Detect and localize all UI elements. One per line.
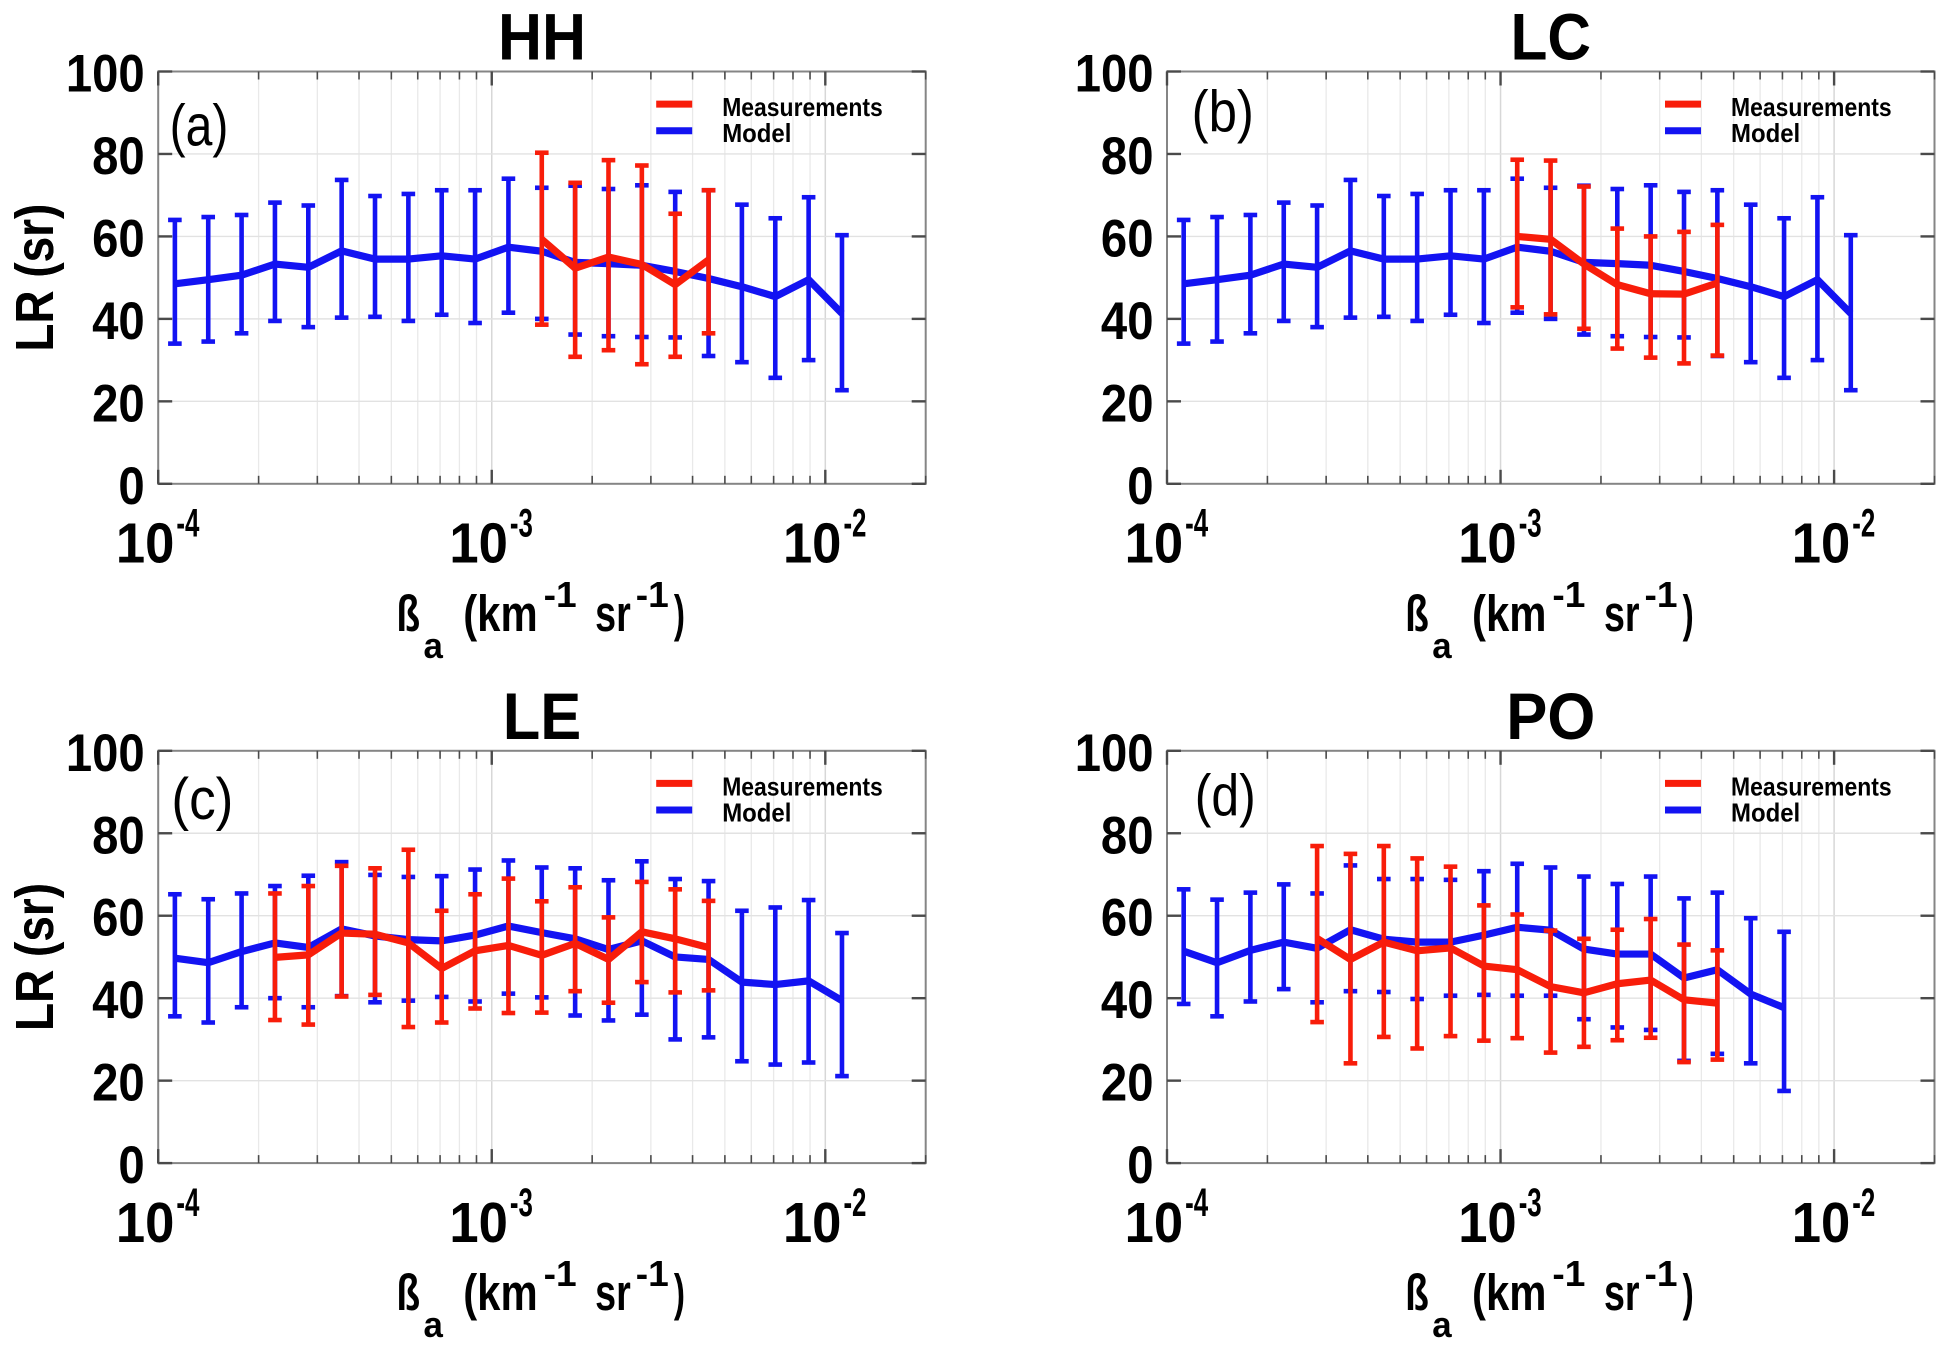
svg-text:60: 60 xyxy=(1101,209,1154,268)
svg-text:-4: -4 xyxy=(176,1181,199,1225)
svg-text:LR (sr): LR (sr) xyxy=(5,883,65,1031)
svg-text:sr: sr xyxy=(1604,1264,1640,1321)
svg-text:Measurements: Measurements xyxy=(722,772,883,802)
svg-text:10: 10 xyxy=(1792,512,1851,576)
svg-text:10: 10 xyxy=(783,1191,842,1255)
svg-text:ß: ß xyxy=(396,1264,420,1321)
svg-text:-3: -3 xyxy=(1519,1181,1542,1225)
svg-text:-2: -2 xyxy=(843,1181,866,1225)
svg-text:10: 10 xyxy=(1125,512,1184,576)
svg-text:a: a xyxy=(1432,625,1452,666)
svg-text:60: 60 xyxy=(92,209,145,268)
svg-text:ß: ß xyxy=(396,585,420,642)
svg-text:-1: -1 xyxy=(636,1253,669,1294)
svg-text:): ) xyxy=(674,1264,685,1321)
svg-text:Measurements: Measurements xyxy=(1731,772,1892,802)
svg-text:ß: ß xyxy=(1405,585,1429,642)
svg-text:100: 100 xyxy=(66,724,145,783)
svg-text:(km: (km xyxy=(463,585,537,642)
svg-text:sr: sr xyxy=(595,1264,631,1321)
svg-text:sr: sr xyxy=(595,585,631,642)
svg-text:a: a xyxy=(423,1304,443,1345)
svg-text:10: 10 xyxy=(1792,1191,1851,1255)
svg-text:80: 80 xyxy=(92,127,145,186)
svg-text:40: 40 xyxy=(1101,971,1154,1030)
svg-text:20: 20 xyxy=(92,1054,145,1113)
svg-text:10: 10 xyxy=(1458,1191,1517,1255)
svg-text:(km: (km xyxy=(463,1264,537,1321)
svg-text:Model: Model xyxy=(1731,797,1800,827)
svg-text:80: 80 xyxy=(92,806,145,865)
svg-text:sr: sr xyxy=(1604,585,1640,642)
svg-text:a: a xyxy=(1432,1304,1452,1345)
svg-text:HH: HH xyxy=(498,0,586,74)
svg-text:20: 20 xyxy=(92,374,145,433)
svg-text:-1: -1 xyxy=(1552,574,1585,615)
svg-text:100: 100 xyxy=(66,45,145,104)
svg-text:-1: -1 xyxy=(1645,574,1678,615)
svg-text:100: 100 xyxy=(1075,45,1154,104)
svg-text:0: 0 xyxy=(1127,457,1153,516)
svg-text:80: 80 xyxy=(1101,806,1154,865)
svg-text:10: 10 xyxy=(449,1191,508,1255)
svg-text:Model: Model xyxy=(722,797,791,827)
svg-text:-2: -2 xyxy=(1852,1181,1875,1225)
svg-text:Measurements: Measurements xyxy=(1731,92,1892,122)
svg-text:(km: (km xyxy=(1472,585,1546,642)
svg-text:-3: -3 xyxy=(1519,502,1542,546)
svg-text:80: 80 xyxy=(1101,127,1154,186)
svg-text:PO: PO xyxy=(1506,679,1595,753)
svg-text:(d): (d) xyxy=(1195,764,1256,829)
svg-text:10: 10 xyxy=(1458,512,1517,576)
svg-text:): ) xyxy=(1683,585,1694,642)
svg-text:40: 40 xyxy=(92,971,145,1030)
svg-text:0: 0 xyxy=(118,457,144,516)
svg-text:40: 40 xyxy=(92,292,145,351)
svg-text:LE: LE xyxy=(503,679,582,753)
svg-text:0: 0 xyxy=(1127,1136,1153,1195)
svg-text:-1: -1 xyxy=(544,1253,577,1294)
svg-text:-3: -3 xyxy=(510,502,533,546)
svg-text:40: 40 xyxy=(1101,292,1154,351)
svg-text:-1: -1 xyxy=(1645,1253,1678,1294)
svg-text:-3: -3 xyxy=(510,1181,533,1225)
svg-text:20: 20 xyxy=(1101,1054,1154,1113)
svg-text:0: 0 xyxy=(118,1136,144,1195)
svg-text:100: 100 xyxy=(1075,724,1154,783)
svg-text:a: a xyxy=(423,625,443,666)
svg-text:LC: LC xyxy=(1511,0,1592,74)
svg-text:-4: -4 xyxy=(1185,502,1208,546)
svg-text:): ) xyxy=(674,585,685,642)
svg-text:Model: Model xyxy=(1731,118,1800,148)
svg-text:-1: -1 xyxy=(1552,1253,1585,1294)
svg-text:ß: ß xyxy=(1405,1264,1429,1321)
svg-text:-4: -4 xyxy=(1185,1181,1208,1225)
svg-text:Measurements: Measurements xyxy=(722,92,883,122)
svg-text:60: 60 xyxy=(1101,889,1154,948)
svg-text:-2: -2 xyxy=(1852,502,1875,546)
svg-text:(b): (b) xyxy=(1192,79,1254,144)
svg-text:-1: -1 xyxy=(636,574,669,615)
svg-text:10: 10 xyxy=(116,1191,175,1255)
svg-text:Model: Model xyxy=(722,118,791,148)
svg-text:60: 60 xyxy=(92,889,145,948)
svg-text:-4: -4 xyxy=(176,502,199,546)
svg-text:20: 20 xyxy=(1101,374,1154,433)
svg-text:10: 10 xyxy=(449,512,508,576)
svg-text:-2: -2 xyxy=(843,502,866,546)
svg-text:LR (sr): LR (sr) xyxy=(5,204,65,352)
svg-text:10: 10 xyxy=(1125,1191,1184,1255)
svg-text:LR (sr): LR (sr) xyxy=(5,204,65,352)
svg-text:-1: -1 xyxy=(544,574,577,615)
svg-text:(km: (km xyxy=(1472,1264,1546,1321)
svg-text:LR (sr): LR (sr) xyxy=(5,883,65,1031)
svg-text:(c): (c) xyxy=(171,767,233,832)
svg-text:(a): (a) xyxy=(170,94,229,159)
svg-text:): ) xyxy=(1683,1264,1694,1321)
svg-text:10: 10 xyxy=(783,512,842,576)
svg-text:10: 10 xyxy=(116,512,175,576)
